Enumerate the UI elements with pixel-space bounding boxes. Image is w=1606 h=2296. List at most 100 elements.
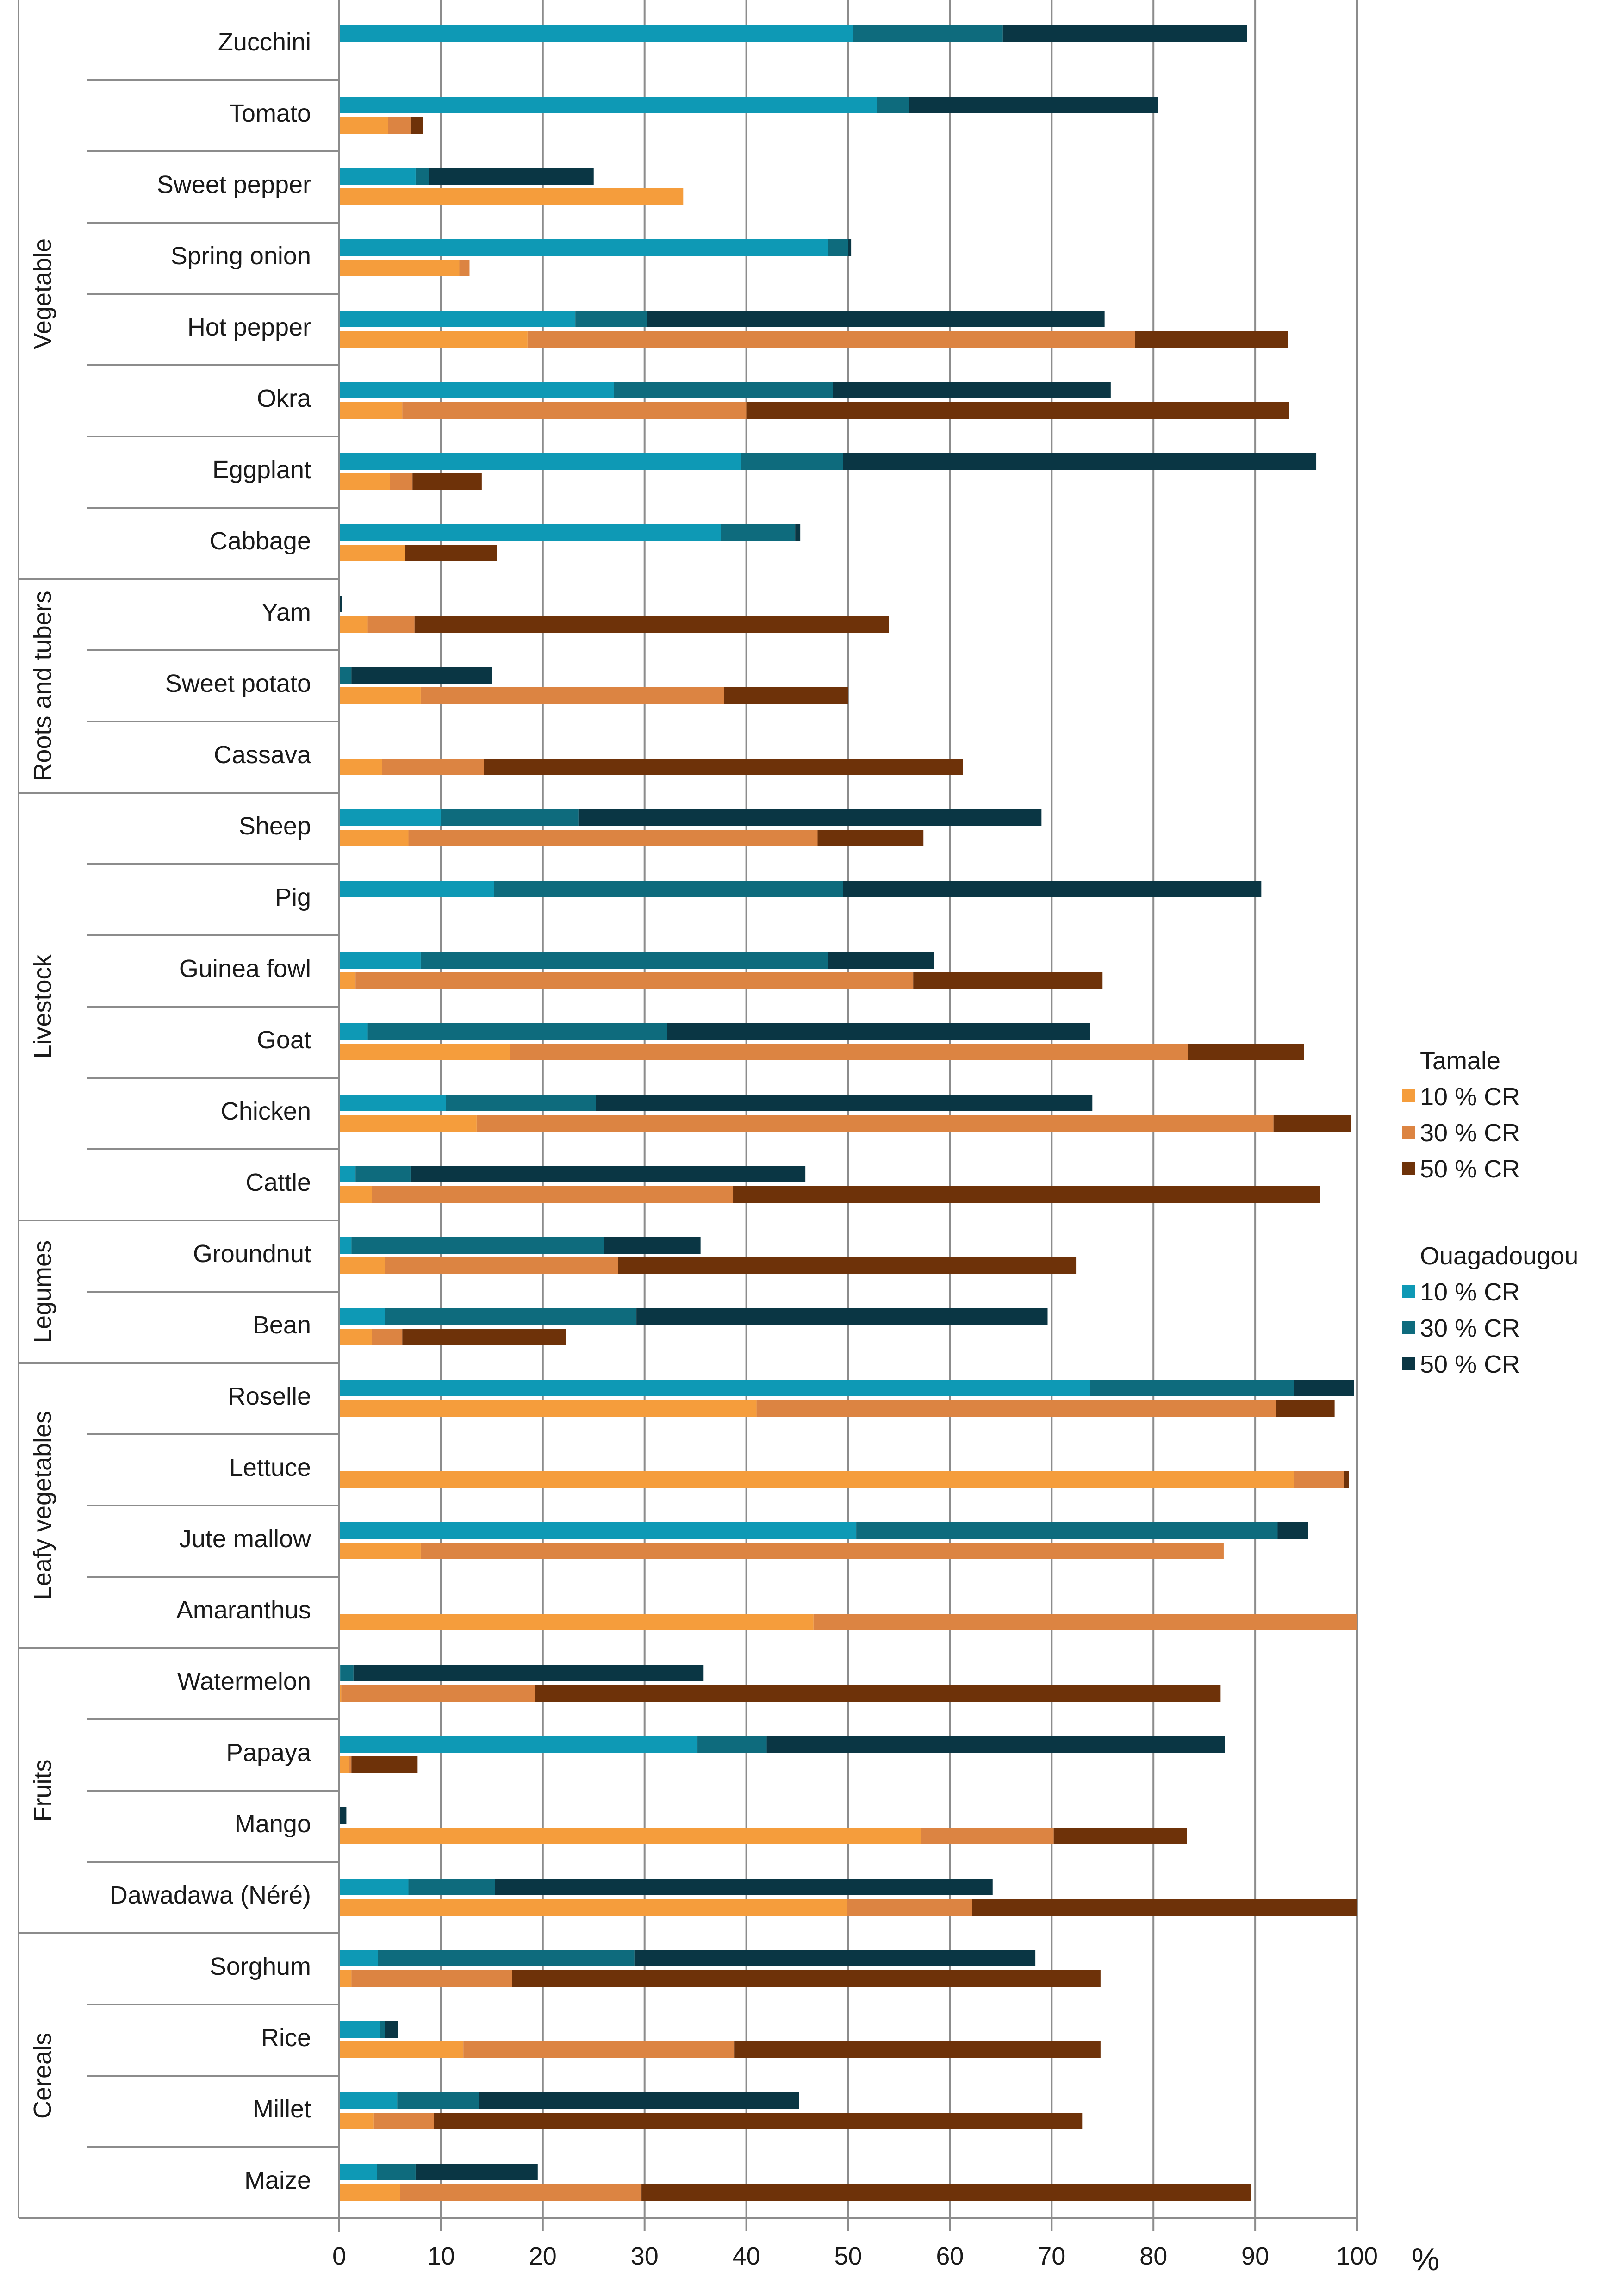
bar-ouagadougou-zucchini-30-cr — [853, 25, 1003, 42]
bar-ouagadougou-roselle-10-cr — [339, 1380, 1090, 1396]
category-label-sheep: Sheep — [239, 812, 311, 840]
bar-ouagadougou-guinea-fowl-10-cr — [339, 952, 421, 969]
bar-tamale-rice-30-cr — [463, 2041, 735, 2058]
bar-tamale-maize-30-cr — [400, 2184, 642, 2201]
bar-ouagadougou-cattle-10-cr — [339, 1166, 356, 1182]
bar-tamale-cabbage-50-cr — [405, 545, 497, 561]
bar-tamale-dawadawa-n-r-30-cr — [847, 1899, 972, 1916]
bar-ouagadougou-spring-onion-30-cr — [828, 239, 848, 256]
bar-tamale-cabbage-10-cr — [339, 545, 405, 561]
category-label-yam: Yam — [261, 598, 311, 626]
bar-tamale-millet-10-cr — [339, 2113, 374, 2129]
bar-tamale-millet-50-cr — [434, 2113, 1083, 2129]
bar-ouagadougou-guinea-fowl-50-cr — [828, 952, 934, 969]
bar-tamale-eggplant-10-cr — [339, 473, 390, 490]
bar-ouagadougou-maize-10-cr — [339, 2164, 377, 2180]
bar-tamale-yam-50-cr — [414, 616, 889, 633]
bar-tamale-papaya-30-cr — [349, 1756, 352, 1773]
bar-ouagadougou-chicken-50-cr — [596, 1095, 1093, 1111]
bar-ouagadougou-groundnut-50-cr — [604, 1237, 701, 1254]
category-label-cassava: Cassava — [214, 741, 311, 769]
bar-ouagadougou-millet-10-cr — [339, 2092, 398, 2109]
bar-ouagadougou-chicken-30-cr — [446, 1095, 596, 1111]
bar-ouagadougou-zucchini-50-cr — [1002, 25, 1247, 42]
bar-tamale-tomato-10-cr — [339, 117, 388, 134]
bar-ouagadougou-cattle-50-cr — [410, 1166, 806, 1182]
bar-ouagadougou-tomato-30-cr — [877, 97, 909, 113]
bar-tamale-okra-50-cr — [746, 402, 1289, 419]
bar-ouagadougou-pig-30-cr — [494, 881, 843, 897]
category-label-sweet-potato: Sweet potato — [165, 670, 311, 697]
bar-tamale-papaya-50-cr — [351, 1756, 418, 1773]
bar-ouagadougou-cattle-30-cr — [355, 1166, 411, 1182]
bar-ouagadougou-okra-10-cr — [339, 382, 614, 398]
x-tick-label-100: 100 — [1336, 2242, 1378, 2270]
category-label-eggplant: Eggplant — [212, 456, 311, 484]
bar-tamale-sweet-potato-30-cr — [420, 687, 724, 704]
x-tick-label-50: 50 — [834, 2242, 862, 2270]
category-label-jute-mallow: Jute mallow — [179, 1525, 311, 1553]
bar-ouagadougou-jute-mallow-10-cr — [339, 1522, 857, 1539]
x-axis-label: % — [1412, 2242, 1439, 2277]
category-label-okra: Okra — [257, 385, 311, 412]
bar-tamale-spring-onion-30-cr — [459, 260, 470, 276]
x-tick-label-90: 90 — [1241, 2242, 1269, 2270]
bar-tamale-roselle-10-cr — [339, 1400, 757, 1417]
bar-ouagadougou-goat-30-cr — [367, 1023, 667, 1040]
category-label-papaya: Papaya — [226, 1739, 311, 1767]
x-tick-label-20: 20 — [529, 2242, 557, 2270]
legend-swatch-tamale-50-cr — [1402, 1162, 1415, 1175]
group-label-fruits: Fruits — [29, 1760, 56, 1822]
bar-tamale-watermelon-50-cr — [535, 1685, 1221, 1702]
group-label-livestock: Livestock — [29, 954, 56, 1058]
category-label-sorghum: Sorghum — [210, 1953, 311, 1980]
legend-entry-tamale-30-cr: 30 % CR — [1420, 1119, 1520, 1147]
legend-entry-ouagadougou-10-cr: 10 % CR — [1420, 1278, 1520, 1306]
category-label-mango: Mango — [235, 1810, 311, 1838]
category-label-roselle: Roselle — [228, 1382, 311, 1410]
category-label-hot-pepper: Hot pepper — [187, 313, 311, 341]
category-label-dawadawa-n-r: Dawadawa (Néré) — [110, 1881, 311, 1909]
bar-tamale-dawadawa-n-r-10-cr — [339, 1899, 847, 1916]
bar-tamale-chicken-50-cr — [1273, 1115, 1351, 1132]
bar-ouagadougou-pig-50-cr — [843, 881, 1262, 897]
bar-ouagadougou-cabbage-10-cr — [339, 524, 721, 541]
bar-ouagadougou-spring-onion-10-cr — [339, 239, 828, 256]
bar-ouagadougou-groundnut-10-cr — [339, 1237, 352, 1254]
bar-ouagadougou-eggplant-30-cr — [741, 453, 843, 470]
bar-tamale-rice-10-cr — [339, 2041, 464, 2058]
bar-tamale-watermelon-30-cr — [341, 1685, 535, 1702]
group-label-roots-and-tubers: Roots and tubers — [29, 591, 56, 781]
axes: 0 10 20 30 40 50 60 70 80 90 100 — [18, 0, 1378, 2270]
bar-tamale-okra-10-cr — [339, 402, 403, 419]
bar-tamale-guinea-fowl-50-cr — [913, 972, 1103, 989]
bars — [339, 25, 1357, 2201]
bar-tamale-cattle-30-cr — [372, 1186, 734, 1203]
bar-ouagadougou-guinea-fowl-30-cr — [420, 952, 828, 969]
bar-ouagadougou-dawadawa-n-r-50-cr — [495, 1879, 993, 1895]
bar-tamale-hot-pepper-10-cr — [339, 331, 528, 348]
legend-entry-tamale-50-cr: 50 % CR — [1420, 1155, 1520, 1183]
bar-ouagadougou-sorghum-30-cr — [378, 1950, 635, 1966]
bar-ouagadougou-sheep-30-cr — [441, 809, 579, 826]
bar-ouagadougou-sorghum-50-cr — [634, 1950, 1036, 1966]
bar-tamale-lettuce-10-cr — [339, 1471, 1294, 1488]
category-label-cabbage: Cabbage — [210, 527, 311, 555]
bar-tamale-sheep-30-cr — [408, 830, 818, 846]
x-tick-label-60: 60 — [936, 2242, 964, 2270]
bar-ouagadougou-sorghum-10-cr — [339, 1950, 378, 1966]
category-label-bean: Bean — [253, 1311, 311, 1339]
bar-tamale-cattle-50-cr — [733, 1186, 1320, 1203]
category-label-watermelon: Watermelon — [177, 1668, 311, 1695]
bar-tamale-sorghum-10-cr — [339, 1970, 352, 1987]
legend-swatch-tamale-30-cr — [1402, 1126, 1415, 1139]
legend-entry-tamale-10-cr: 10 % CR — [1420, 1083, 1520, 1111]
category-label-guinea-fowl: Guinea fowl — [179, 955, 311, 983]
bar-tamale-sheep-50-cr — [817, 830, 924, 846]
bar-ouagadougou-papaya-50-cr — [766, 1736, 1225, 1753]
bar-tamale-tomato-50-cr — [410, 117, 423, 134]
bar-ouagadougou-hot-pepper-10-cr — [339, 311, 576, 327]
bar-tamale-sorghum-30-cr — [351, 1970, 512, 1987]
category-label-millet: Millet — [253, 2095, 311, 2123]
category-label-rice: Rice — [261, 2024, 311, 2052]
